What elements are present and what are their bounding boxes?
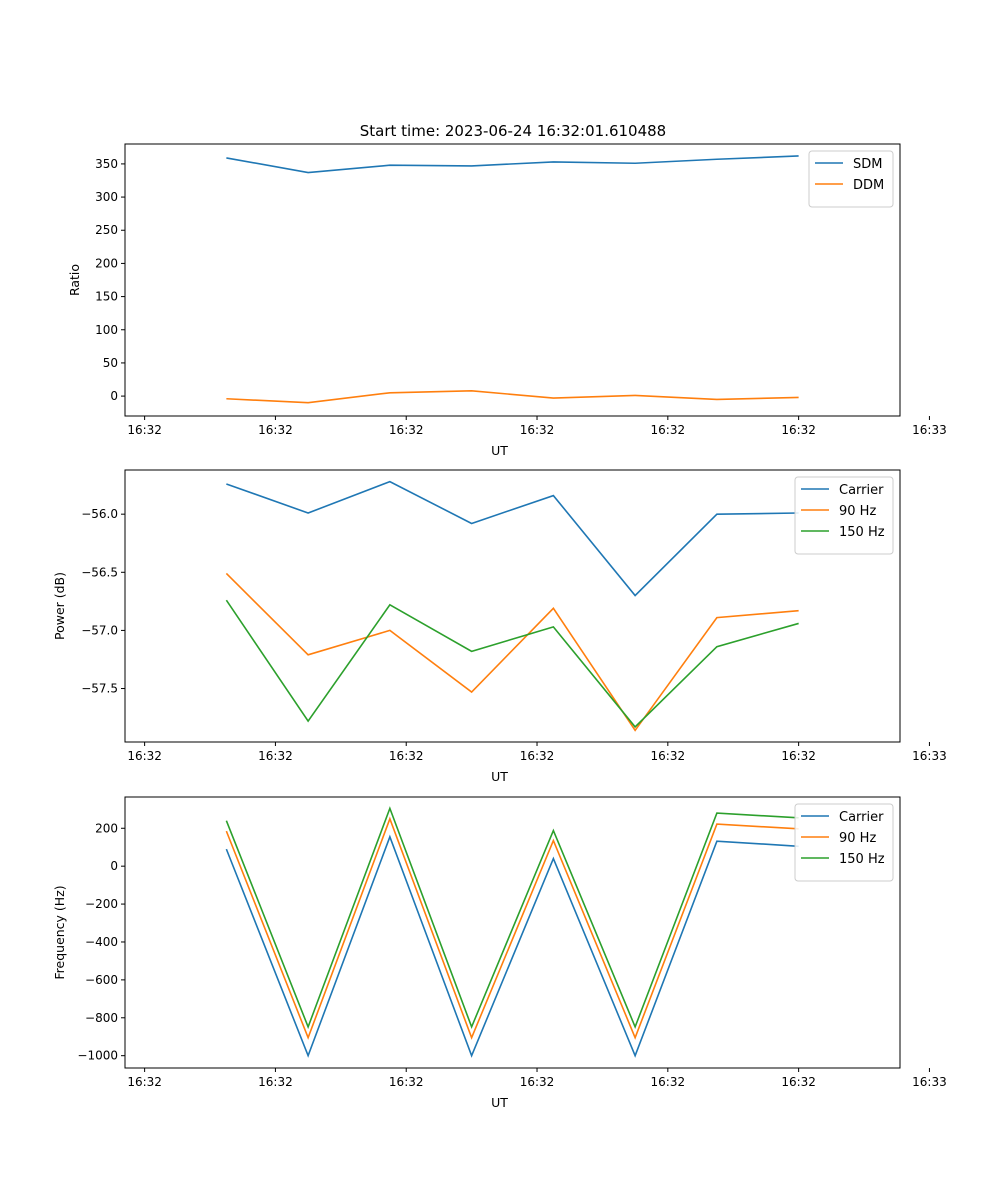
x-tick-label: 16:32	[127, 423, 162, 437]
x-tick-label: 16:32	[520, 749, 555, 763]
y-tick-label: −57.5	[81, 682, 118, 696]
chart-panel-ratio: 16:32 16:32 16:32 16:32 16:32 16:32 16:33 0 50 10…	[67, 143, 947, 458]
legend: Carrier 90 Hz 150 Hz	[794, 803, 894, 882]
series-line-carrier	[226, 480, 799, 597]
plot-frame	[124, 143, 901, 417]
y-tick-label: −400	[85, 935, 118, 949]
x-tick-label: 16:32	[258, 1075, 293, 1089]
legend-label: SDM	[853, 157, 882, 172]
legend: Carrier 90 Hz 150 Hz	[794, 476, 894, 555]
x-tick-label: 16:32	[781, 749, 816, 763]
y-tick-label: 150	[95, 290, 118, 304]
y-tick-label: −800	[85, 1011, 118, 1025]
y-tick-label: −200	[85, 897, 118, 911]
y-tick-label: −56.5	[81, 565, 118, 579]
x-tick-label: 16:32	[389, 749, 424, 763]
y-axis-label: Ratio	[67, 264, 82, 296]
plot-frame	[124, 469, 901, 743]
x-tick-label: 16:32	[520, 423, 555, 437]
y-tick-label: 0	[110, 859, 118, 873]
series-line-sdm	[226, 155, 799, 174]
x-tick-label: 16:32	[389, 1075, 424, 1089]
y-tick-label: 100	[95, 323, 118, 337]
series-line-ddm	[226, 389, 799, 404]
y-tick-label: 200	[95, 821, 118, 835]
legend-label: DDM	[853, 178, 884, 193]
legend-label: 150 Hz	[839, 525, 885, 540]
chart-panel-frequency: 16:32 16:32 16:32 16:32 16:32 16:32 16:33 200 0 −…	[52, 796, 947, 1110]
y-tick-label: −1000	[77, 1049, 118, 1063]
y-tick-label: 250	[95, 223, 118, 237]
x-tick-label: 16:32	[520, 1075, 555, 1089]
series-line-90-hz	[225, 572, 799, 732]
series-line-150-hz	[225, 806, 799, 1030]
x-tick-label: 16:33	[912, 749, 947, 763]
legend-label: Carrier	[839, 483, 884, 498]
x-tick-label: 16:32	[651, 1075, 686, 1089]
x-axis-label: UT	[491, 443, 508, 458]
y-axis-label: Frequency (Hz)	[52, 885, 67, 979]
y-tick-label: 350	[95, 157, 118, 171]
x-tick-label: 16:33	[912, 423, 947, 437]
x-tick-label: 16:32	[127, 749, 162, 763]
y-tick-label: −56.0	[81, 507, 118, 521]
y-tick-label: −600	[85, 973, 118, 987]
legend-box	[794, 803, 894, 882]
y-tick-label: 200	[95, 256, 118, 270]
legend-box	[808, 150, 894, 208]
chart-panel-power: 16:32 16:32 16:32 16:32 16:32 16:32 16:33 −56.0…	[52, 469, 947, 784]
legend: SDM DDM	[808, 150, 894, 208]
y-tick-label: 0	[110, 389, 118, 403]
y-tick-label: 300	[95, 190, 118, 204]
y-tick-label: −57.0	[81, 623, 118, 637]
x-tick-label: 16:33	[912, 1075, 947, 1089]
x-tick-label: 16:32	[389, 423, 424, 437]
legend-label: 90 Hz	[839, 831, 876, 846]
x-tick-label: 16:32	[781, 1075, 816, 1089]
legend-label: 90 Hz	[839, 504, 876, 519]
y-tick-label: 50	[103, 356, 118, 370]
y-axis-label: Power (dB)	[52, 572, 67, 640]
x-tick-label: 16:32	[781, 423, 816, 437]
x-tick-label: 16:32	[127, 1075, 162, 1089]
legend-label: Carrier	[839, 810, 884, 825]
legend-box	[794, 476, 894, 555]
x-axis-label: UT	[491, 769, 508, 784]
x-tick-label: 16:32	[258, 423, 293, 437]
series-line-150-hz	[225, 599, 799, 729]
series-line-90-hz	[225, 816, 799, 1040]
x-tick-label: 16:32	[651, 423, 686, 437]
x-tick-label: 16:32	[258, 749, 293, 763]
chart-title: Start time: 2023-06-24 16:32:01.610488	[360, 122, 666, 140]
legend-label: 150 Hz	[839, 852, 885, 867]
series-line-carrier	[225, 834, 799, 1058]
x-tick-label: 16:32	[651, 749, 686, 763]
x-axis-label: UT	[491, 1095, 508, 1110]
plot-frame	[124, 796, 901, 1069]
